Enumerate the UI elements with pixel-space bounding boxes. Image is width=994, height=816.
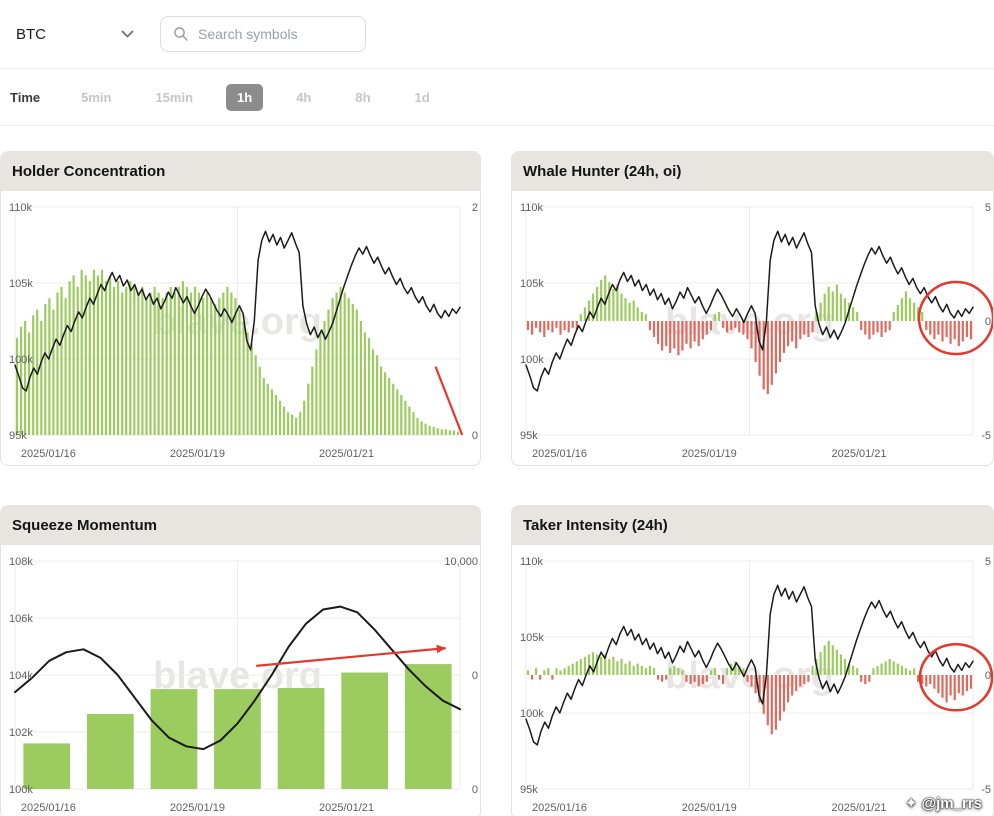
svg-text:100k: 100k: [520, 354, 544, 366]
svg-text:106k: 106k: [9, 613, 33, 625]
symbol-selector[interactable]: BTC: [16, 26, 134, 43]
panel-title-holder-concentration: Holder Concentration: [0, 151, 481, 191]
axis-labels: 110k 105k 100k 95k 5 0 -5 2025/01/16 2025/01/19 2…: [520, 556, 991, 814]
panel-whale-hunter: Whale Hunter (24h, oi) blave.org110k105k…: [511, 151, 994, 466]
svg-text:-5: -5: [981, 784, 991, 796]
svg-text:-5: -5: [981, 430, 991, 442]
svg-text:2: 2: [472, 202, 478, 214]
chevron-down-icon: [121, 30, 134, 38]
chart-holder-concentration[interactable]: blave.org110k105k100k95k202025/01/162025…: [0, 191, 481, 466]
svg-text:105k: 105k: [520, 278, 544, 290]
topbar: BTC: [0, 0, 994, 69]
bars: [526, 640, 973, 735]
timeframe-1h[interactable]: 1h: [226, 83, 264, 111]
credit-watermark: ✦ @jm_rrs: [904, 794, 983, 813]
svg-text:2025/01/21: 2025/01/21: [831, 802, 886, 814]
svg-text:0: 0: [472, 784, 478, 796]
time-label: Time: [10, 89, 41, 105]
axis-labels: 110k 105k 100k 95k 2 0 2025/01/16 2025/01/19 202…: [9, 202, 478, 460]
sparkle-icon: ✦: [904, 795, 918, 812]
svg-text:110k: 110k: [520, 556, 544, 568]
credit-handle: @jm_rrs: [921, 794, 983, 812]
svg-text:2025/01/19: 2025/01/19: [682, 802, 737, 814]
svg-text:2025/01/16: 2025/01/16: [532, 448, 587, 460]
svg-text:104k: 104k: [9, 670, 33, 682]
panel-holder-concentration: Holder Concentration blave.org110k105k10…: [0, 151, 481, 466]
bars: [15, 269, 460, 435]
svg-text:105k: 105k: [520, 632, 544, 644]
svg-text:100k: 100k: [520, 708, 544, 720]
svg-text:100k: 100k: [9, 784, 33, 796]
svg-text:0: 0: [985, 670, 991, 682]
timeframe-4h[interactable]: 4h: [285, 84, 322, 111]
svg-text:2025/01/21: 2025/01/21: [319, 448, 374, 460]
svg-text:2025/01/19: 2025/01/19: [170, 448, 225, 460]
axis-labels: 110k 105k 100k 95k 5 0 -5 2025/01/16 2025/01/19 2…: [520, 202, 991, 460]
svg-text:0: 0: [472, 670, 478, 682]
svg-text:102k: 102k: [9, 727, 33, 739]
taker-intensity-chart: blave.org110k105k100k95k50-52025/01/1620…: [520, 556, 993, 814]
annotation-arrowhead: [436, 644, 446, 654]
svg-text:2025/01/21: 2025/01/21: [319, 802, 374, 814]
chart-whale-hunter[interactable]: blave.org110k105k100k95k50-52025/01/1620…: [511, 191, 994, 466]
svg-text:95k: 95k: [9, 430, 27, 442]
timeframe-1d[interactable]: 1d: [404, 84, 441, 111]
timeframe-bar: Time 5min 15min 1h 4h 8h 1d: [0, 69, 994, 126]
svg-text:5: 5: [985, 202, 991, 214]
chart-squeeze-momentum[interactable]: blave.org 108k 106k 104k 102k 100k 10,000 0 0 202…: [0, 545, 481, 816]
price-line: [14, 605, 461, 751]
annotation-arrow: [256, 647, 446, 667]
whale-hunter-chart: blave.org110k105k100k95k50-52025/01/1620…: [520, 202, 993, 460]
svg-text:2025/01/21: 2025/01/21: [831, 448, 886, 460]
svg-text:0: 0: [472, 430, 478, 442]
price-line: [14, 230, 461, 392]
svg-text:95k: 95k: [520, 430, 538, 442]
svg-text:2025/01/16: 2025/01/16: [21, 802, 76, 814]
chart-taker-intensity[interactable]: blave.org110k105k100k95k50-52025/01/1620…: [511, 545, 994, 816]
price-line: [525, 230, 974, 392]
svg-text:105k: 105k: [9, 278, 33, 290]
bars: [526, 275, 973, 394]
svg-text:2025/01/16: 2025/01/16: [21, 448, 76, 460]
svg-text:110k: 110k: [520, 202, 544, 214]
holder-concentration-chart: blave.org110k105k100k95k202025/01/162025…: [9, 202, 478, 460]
timeframe-group: 5min 15min 1h 4h 8h 1d: [70, 83, 441, 111]
price-line: [525, 584, 974, 746]
timeframe-5min[interactable]: 5min: [70, 84, 122, 111]
svg-text:5: 5: [985, 556, 991, 568]
svg-text:108k: 108k: [9, 556, 33, 568]
panel-squeeze-momentum: Squeeze Momentum blave.org 108k 106k 104k 10…: [0, 505, 481, 816]
svg-text:100k: 100k: [9, 354, 33, 366]
panel-title-whale-hunter: Whale Hunter (24h, oi): [511, 151, 994, 191]
panel-title-taker-intensity: Taker Intensity (24h): [511, 505, 994, 545]
squeeze-momentum-chart: blave.org108k106k104k102k100k10,00000202…: [9, 556, 478, 814]
search-icon: [174, 27, 188, 41]
annotation-line: [434, 366, 464, 436]
svg-text:2025/01/16: 2025/01/16: [532, 802, 587, 814]
svg-text:95k: 95k: [520, 784, 538, 796]
annotation-circle: [917, 280, 993, 356]
search-box[interactable]: [160, 16, 366, 52]
svg-text:2025/01/19: 2025/01/19: [682, 448, 737, 460]
timeframe-8h[interactable]: 8h: [344, 84, 381, 111]
gridlines: [525, 560, 974, 790]
panel-taker-intensity: Taker Intensity (24h) blave.org110k105k1…: [511, 505, 994, 816]
symbol-label: BTC: [16, 25, 46, 43]
svg-text:2025/01/19: 2025/01/19: [170, 802, 225, 814]
svg-text:10,000: 10,000: [444, 556, 478, 568]
axis-labels: 108k 106k 104k 102k 100k 10,000 0 0 2025/01/16 20…: [9, 556, 478, 814]
svg-text:0: 0: [985, 316, 991, 328]
svg-text:110k: 110k: [9, 202, 33, 214]
charts-grid: Holder Concentration blave.org110k105k10…: [0, 151, 994, 816]
search-input[interactable]: [198, 26, 348, 42]
annotation-circle: [918, 643, 993, 712]
panel-title-squeeze-momentum: Squeeze Momentum: [0, 505, 481, 545]
timeframe-15min[interactable]: 15min: [144, 84, 204, 111]
